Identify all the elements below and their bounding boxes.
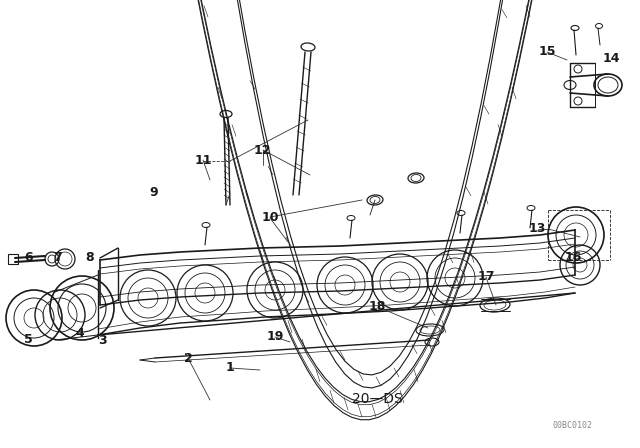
Text: 2: 2: [184, 352, 193, 365]
Text: 16: 16: [564, 251, 582, 264]
Text: 8: 8: [85, 250, 94, 264]
Text: 20—DS: 20—DS: [352, 392, 403, 406]
Text: 13: 13: [529, 222, 547, 235]
Text: 19: 19: [266, 329, 284, 343]
Text: 11: 11: [195, 154, 212, 167]
Text: 17: 17: [477, 270, 495, 284]
Text: 1: 1: [226, 361, 235, 374]
Text: 6: 6: [24, 250, 33, 264]
Text: 10: 10: [261, 211, 279, 224]
Text: 18: 18: [369, 300, 387, 314]
Text: 12: 12: [253, 143, 271, 157]
Text: 00BC0102: 00BC0102: [553, 421, 593, 430]
Text: 5: 5: [24, 333, 33, 346]
Text: 9: 9: [149, 186, 158, 199]
Text: 4: 4: [76, 327, 84, 340]
Text: 7: 7: [53, 250, 62, 264]
Bar: [8, 254, 18, 264]
Text: 14: 14: [602, 52, 620, 65]
Text: 15: 15: [538, 45, 556, 58]
Text: 3: 3: [98, 334, 107, 347]
